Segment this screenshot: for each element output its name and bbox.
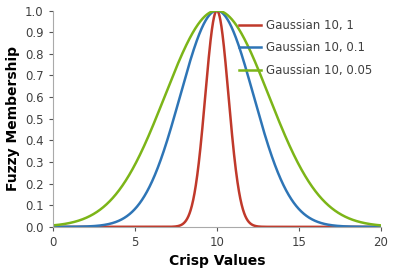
Gaussian 10, 0.1 [50,225,55,229]
Legend: Gaussian 10, 1, Gaussian 10, 0.1, Gaussian 10, 0.05: Gaussian 10, 1, Gaussian 10, 0.1, Gaussi… [234,14,377,81]
Gaussian 10, 1 [379,225,383,229]
Gaussian 10, 0.1 [369,225,374,229]
Gaussian 10, 0.1 [67,225,72,229]
Gaussian 10, 0.1 [214,9,219,12]
Gaussian 10, 0.05 [369,223,374,226]
Gaussian 10, 0.1 [210,10,215,14]
Gaussian 10, 1 [210,25,215,28]
Gaussian 10, 1 [214,9,219,12]
Gaussian 10, 0.05 [214,9,219,12]
Gaussian 10, 0.05 [309,184,314,187]
Gaussian 10, 1 [201,112,206,115]
Gaussian 10, 1 [309,225,314,229]
Y-axis label: Fuzzy Membership: Fuzzy Membership [6,46,20,191]
Gaussian 10, 0.05 [210,10,215,13]
Gaussian 10, 1 [369,225,374,229]
X-axis label: Crisp Values: Crisp Values [169,255,265,269]
Gaussian 10, 0.1 [369,225,374,229]
Gaussian 10, 0.05 [50,224,55,227]
Gaussian 10, 0.05 [369,223,374,226]
Gaussian 10, 1 [67,225,72,229]
Gaussian 10, 0.05 [67,221,72,225]
Gaussian 10, 0.1 [379,225,383,229]
Gaussian 10, 0.05 [201,16,206,19]
Gaussian 10, 0.1 [201,22,206,26]
Gaussian 10, 1 [50,225,55,229]
Gaussian 10, 0.05 [379,224,383,227]
Line: Gaussian 10, 0.05: Gaussian 10, 0.05 [53,11,381,226]
Gaussian 10, 0.1 [309,217,314,221]
Line: Gaussian 10, 0.1: Gaussian 10, 0.1 [53,11,381,227]
Gaussian 10, 1 [369,225,374,229]
Line: Gaussian 10, 1: Gaussian 10, 1 [53,11,381,227]
